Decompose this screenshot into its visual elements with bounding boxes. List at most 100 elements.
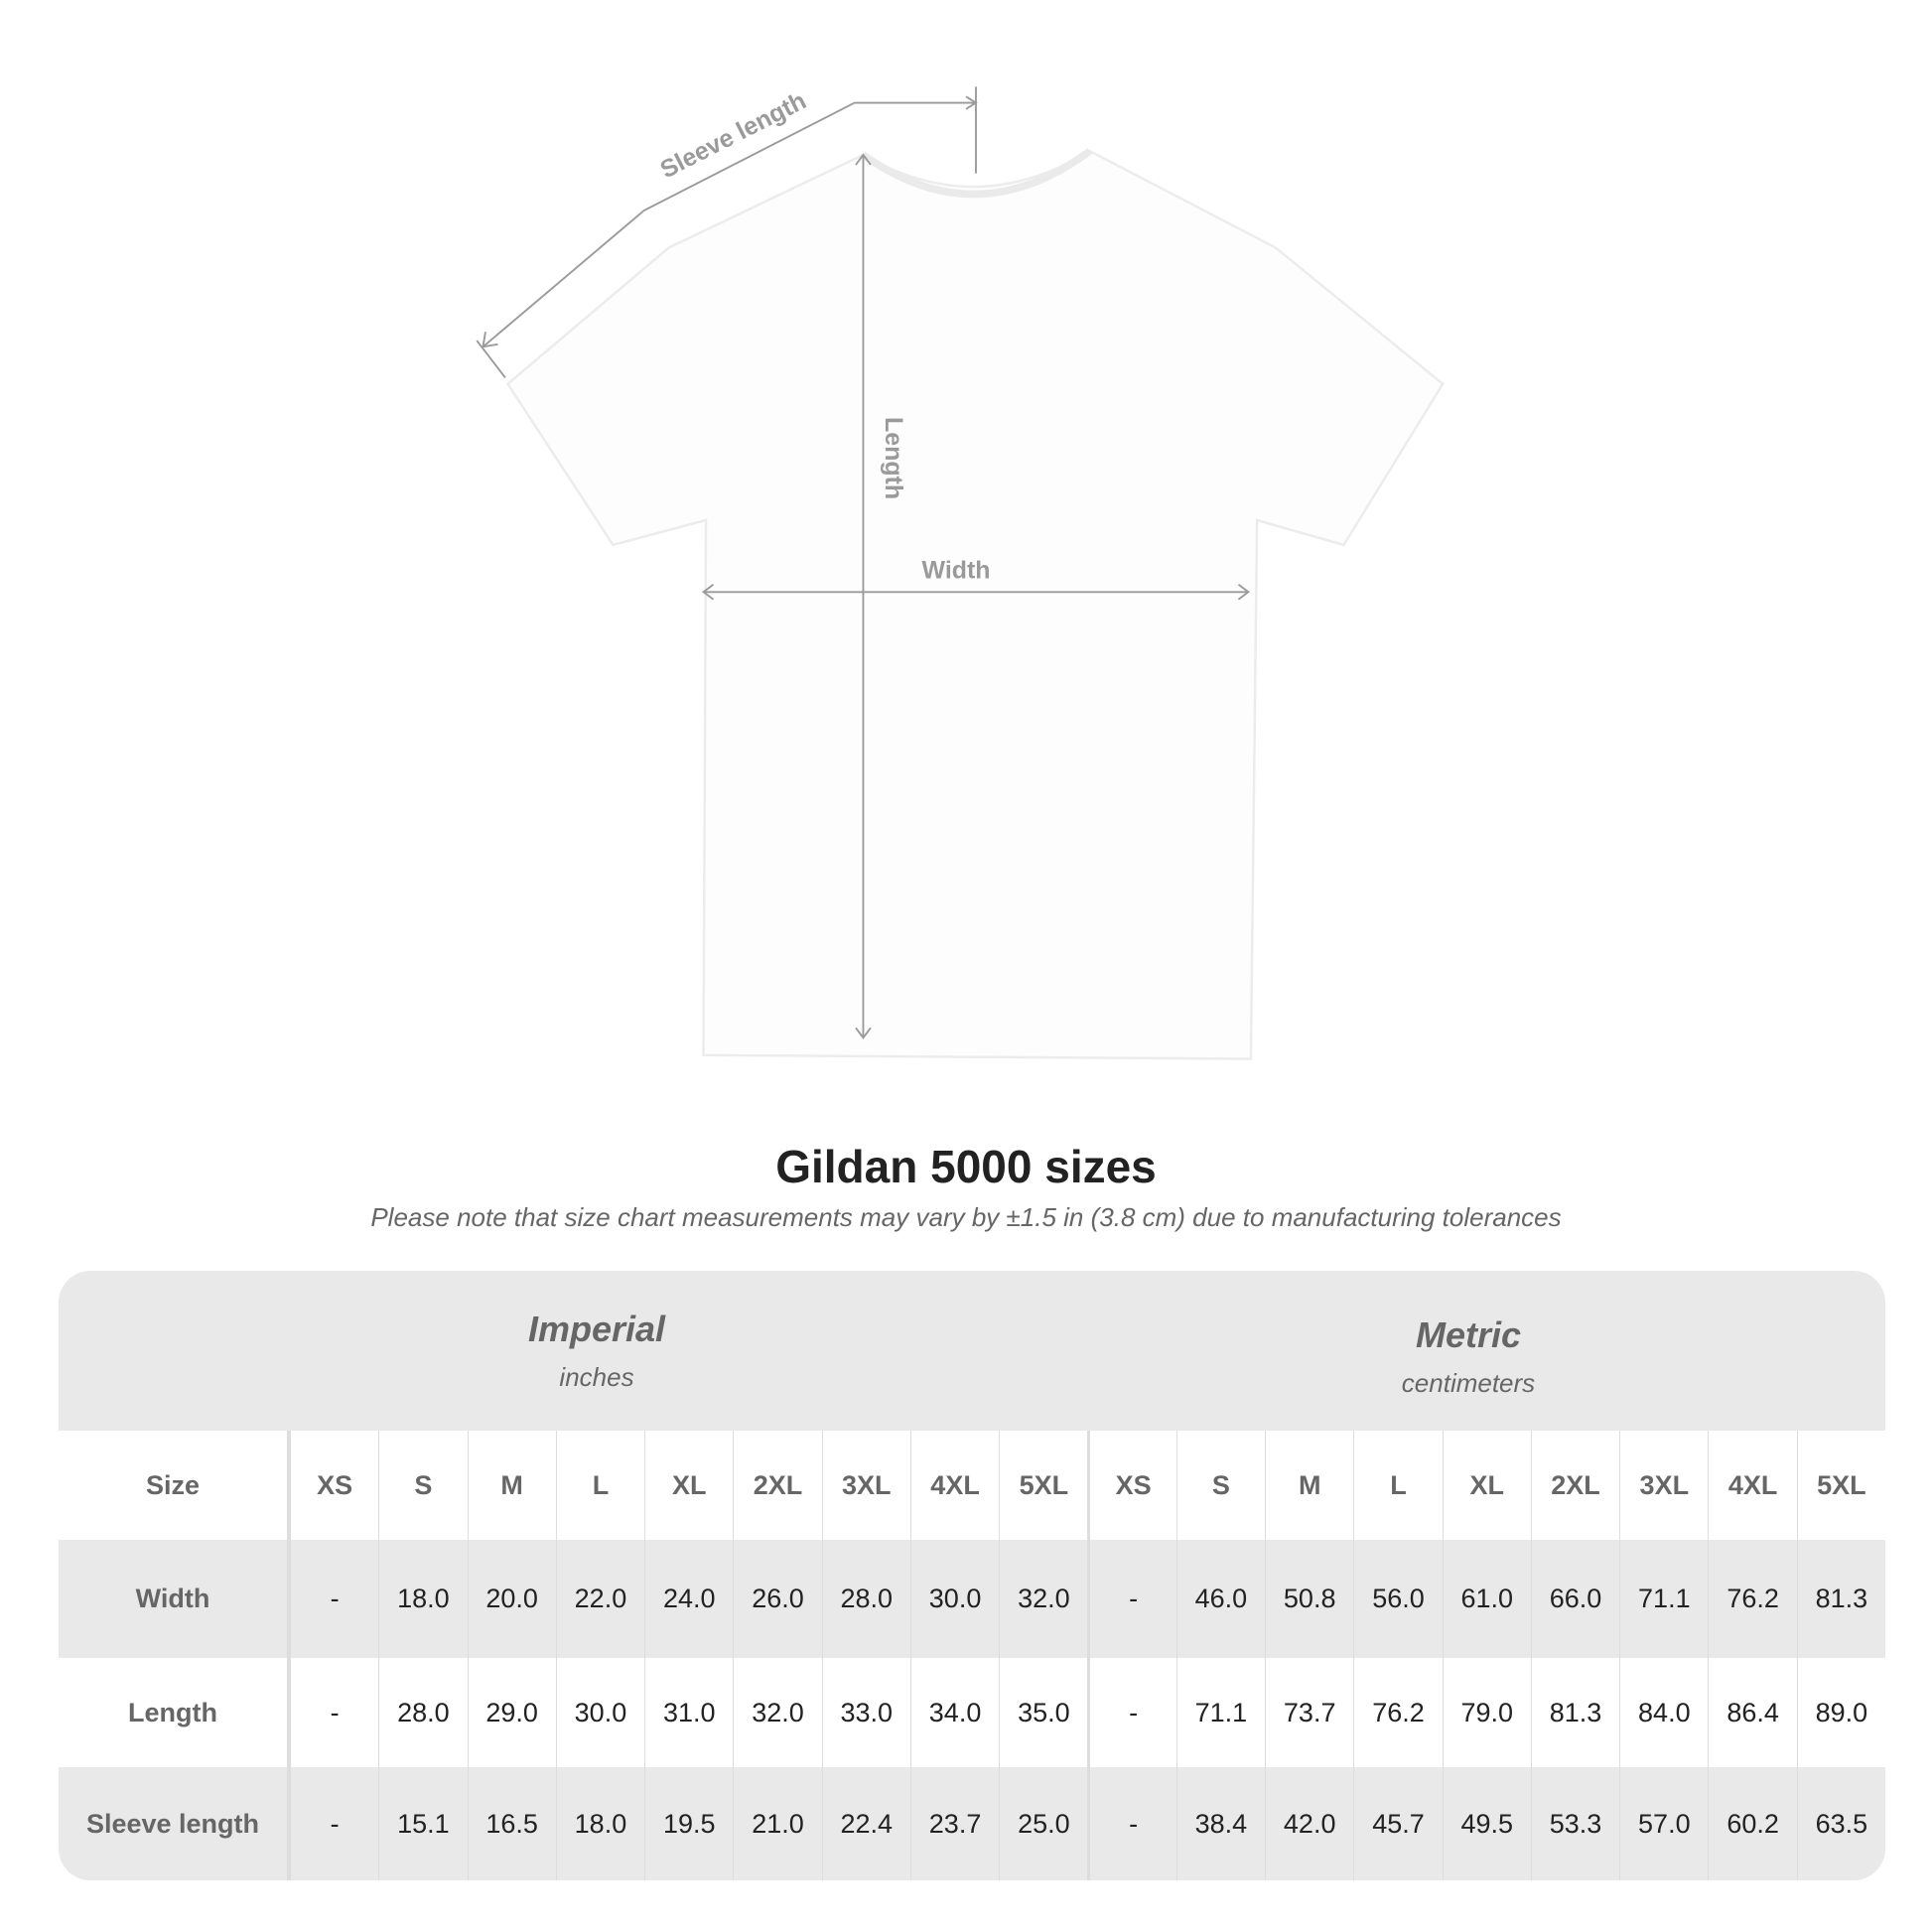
imperial-size-header: XS bbox=[289, 1431, 378, 1540]
metric-value-cell: 60.2 bbox=[1708, 1767, 1796, 1880]
imperial-value-cell: 30.0 bbox=[555, 1658, 644, 1767]
metric-size-header: 4XL bbox=[1708, 1431, 1796, 1540]
metric-value-cell: 45.7 bbox=[1353, 1767, 1442, 1880]
metric-value-cell: - bbox=[1087, 1767, 1175, 1880]
row-band-sleeve bbox=[59, 1767, 1885, 1880]
imperial-value-cell: 24.0 bbox=[644, 1540, 733, 1658]
sleeve-arrowhead-end bbox=[965, 95, 978, 110]
size-table: Imperial inches Metric centimeters Size X… bbox=[59, 1271, 1885, 1880]
imperial-size-header: XL bbox=[644, 1431, 733, 1540]
length-arrowhead-top bbox=[855, 153, 872, 166]
metric-value-cell: 76.2 bbox=[1708, 1540, 1796, 1658]
imperial-size-header: 5XL bbox=[999, 1431, 1087, 1540]
imperial-value-cell: 28.0 bbox=[378, 1658, 467, 1767]
measurement-lines bbox=[476, 86, 1250, 1039]
length-arrowhead-bottom bbox=[855, 1027, 872, 1039]
imperial-title: Imperial bbox=[527, 1309, 666, 1349]
metric-value-cell: 86.4 bbox=[1708, 1658, 1796, 1767]
imperial-value-cell: 32.0 bbox=[999, 1540, 1087, 1658]
metric-size-header: 2XL bbox=[1530, 1431, 1619, 1540]
imperial-value-cell: 23.7 bbox=[909, 1767, 999, 1880]
metric-value-cell: 81.3 bbox=[1530, 1658, 1619, 1767]
row-label: Width bbox=[59, 1540, 290, 1658]
metric-value-cell: 57.0 bbox=[1619, 1767, 1708, 1880]
length-label: Length bbox=[880, 417, 907, 499]
metric-value-cell: 63.5 bbox=[1796, 1767, 1885, 1880]
width-arrowhead-right bbox=[1237, 584, 1250, 601]
imperial-value-cell: 33.0 bbox=[821, 1658, 910, 1767]
metric-title: Metric bbox=[1415, 1314, 1522, 1355]
sleeve-measure-line bbox=[482, 101, 976, 347]
imperial-value-cell: - bbox=[289, 1540, 378, 1658]
imperial-value-cell: 29.0 bbox=[467, 1658, 556, 1767]
metric-value-cell: - bbox=[1087, 1540, 1175, 1658]
size-header-label: Size bbox=[59, 1431, 290, 1540]
imperial-value-cell: - bbox=[289, 1658, 378, 1767]
metric-size-header: 5XL bbox=[1796, 1431, 1885, 1540]
metric-value-cell: 71.1 bbox=[1175, 1658, 1265, 1767]
sleeve-length-label: Sleeve length bbox=[656, 86, 811, 184]
imperial-size-header: L bbox=[555, 1431, 644, 1540]
tshirt-collar bbox=[861, 148, 1092, 199]
tolerance-note: Please note that size chart measurements… bbox=[370, 1202, 1562, 1232]
imperial-value-cell: 26.0 bbox=[733, 1540, 821, 1658]
imperial-value-cell: 21.0 bbox=[733, 1767, 821, 1880]
sleeve-measure-tick-end bbox=[476, 340, 506, 379]
metric-value-cell: 53.3 bbox=[1530, 1767, 1619, 1880]
metric-size-header: L bbox=[1353, 1431, 1442, 1540]
imperial-value-cell: 18.0 bbox=[378, 1540, 467, 1658]
imperial-size-header: 3XL bbox=[821, 1431, 910, 1540]
imperial-size-header: S bbox=[378, 1431, 467, 1540]
imperial-value-cell: 35.0 bbox=[999, 1658, 1087, 1767]
metric-size-header: XS bbox=[1087, 1431, 1175, 1540]
metric-size-header: XL bbox=[1442, 1431, 1531, 1540]
imperial-value-cell: 32.0 bbox=[733, 1658, 821, 1767]
imperial-size-header: 2XL bbox=[733, 1431, 821, 1540]
metric-value-cell: 38.4 bbox=[1175, 1767, 1265, 1880]
imperial-value-cell: - bbox=[289, 1767, 378, 1880]
metric-size-header: M bbox=[1265, 1431, 1353, 1540]
metric-value-cell: 89.0 bbox=[1796, 1658, 1885, 1767]
imperial-value-cell: 34.0 bbox=[909, 1658, 999, 1767]
width-arrowhead-left bbox=[701, 584, 715, 601]
metric-value-cell: 71.1 bbox=[1619, 1540, 1708, 1658]
metric-value-cell: 50.8 bbox=[1265, 1540, 1353, 1658]
imperial-value-cell: 22.4 bbox=[821, 1767, 910, 1880]
row-label: Length bbox=[59, 1658, 290, 1767]
imperial-value-cell: 28.0 bbox=[821, 1540, 910, 1658]
metric-size-header: 3XL bbox=[1619, 1431, 1708, 1540]
metric-value-cell: 81.3 bbox=[1796, 1540, 1885, 1658]
metric-unit: centimeters bbox=[1401, 1368, 1536, 1398]
metric-header: Metric centimeters bbox=[1171, 1314, 1766, 1399]
metric-value-cell: 76.2 bbox=[1353, 1658, 1442, 1767]
size-header-row: Size XS S M L XL 2XL 3XL 4XL 5XL XS S M L XL 2XL 3XL 4XL 5… bbox=[59, 1431, 1885, 1540]
imperial-value-cell: 25.0 bbox=[999, 1767, 1087, 1880]
tshirt-shape bbox=[505, 149, 1445, 1060]
sleeve-arrowhead bbox=[482, 332, 498, 348]
metric-value-cell: 73.7 bbox=[1265, 1658, 1353, 1767]
metric-size-header: S bbox=[1175, 1431, 1265, 1540]
imperial-value-cell: 15.1 bbox=[378, 1767, 467, 1880]
units-header-band bbox=[59, 1271, 1885, 1431]
imperial-value-cell: 19.5 bbox=[644, 1767, 733, 1880]
imperial-value-cell: 31.0 bbox=[644, 1658, 733, 1767]
imperial-value-cell: 30.0 bbox=[909, 1540, 999, 1658]
row-band-width bbox=[59, 1540, 1885, 1658]
metric-value-cell: 49.5 bbox=[1442, 1767, 1531, 1880]
imperial-size-header: 4XL bbox=[909, 1431, 999, 1540]
table-row: Length -28.0 29.0 30.0 31.0 32.0 33.0 34.0 35.0-… bbox=[59, 1658, 1885, 1767]
imperial-value-cell: 18.0 bbox=[555, 1767, 644, 1880]
metric-value-cell: 84.0 bbox=[1619, 1658, 1708, 1767]
imperial-value-cell: 22.0 bbox=[555, 1540, 644, 1658]
page-title: Gildan 5000 sizes bbox=[775, 1141, 1157, 1192]
table-row: Sleeve length -15.1 16.5 18.0 19.5 21.0 22.4 23… bbox=[59, 1767, 1885, 1880]
imperial-size-header: M bbox=[467, 1431, 556, 1540]
metric-value-cell: 56.0 bbox=[1353, 1540, 1442, 1658]
metric-value-cell: 61.0 bbox=[1442, 1540, 1531, 1658]
table-row: Width -18.0 20.0 22.0 24.0 26.0 28.0 30.0 32.0-4… bbox=[59, 1540, 1885, 1658]
metric-value-cell: 42.0 bbox=[1265, 1767, 1353, 1880]
imperial-value-cell: 20.0 bbox=[467, 1540, 556, 1658]
row-label: Sleeve length bbox=[59, 1767, 290, 1880]
imperial-unit: inches bbox=[559, 1362, 634, 1392]
